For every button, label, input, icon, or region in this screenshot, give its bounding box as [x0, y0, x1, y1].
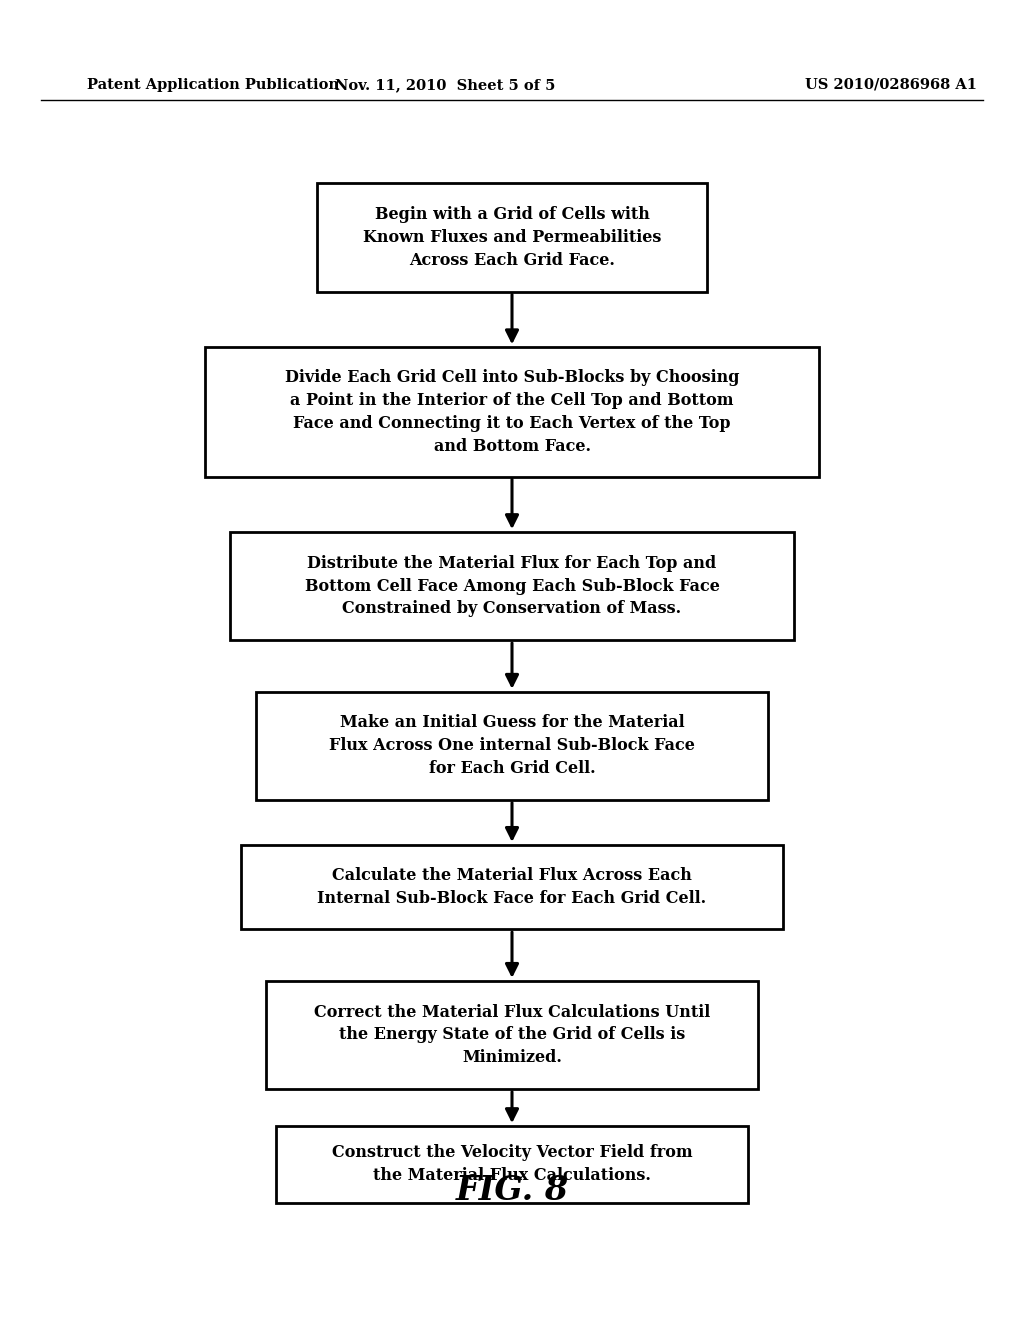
Bar [241, 845, 783, 929]
Bar [266, 981, 758, 1089]
Bar [276, 1126, 748, 1203]
Bar [205, 347, 819, 477]
Bar [230, 532, 794, 640]
Text: FIG. 8: FIG. 8 [456, 1173, 568, 1206]
Text: Construct the Velocity Vector Field from
the Material Flux Calculations.: Construct the Velocity Vector Field from… [332, 1144, 692, 1184]
Text: Make an Initial Guess for the Material
Flux Across One internal Sub-Block Face
f: Make an Initial Guess for the Material F… [329, 714, 695, 777]
Text: Begin with a Grid of Cells with
Known Fluxes and Permeabilities
Across Each Grid: Begin with a Grid of Cells with Known Fl… [362, 206, 662, 269]
Bar [317, 183, 707, 292]
Text: US 2010/0286968 A1: US 2010/0286968 A1 [805, 78, 977, 92]
Text: Nov. 11, 2010  Sheet 5 of 5: Nov. 11, 2010 Sheet 5 of 5 [335, 78, 556, 92]
Text: Distribute the Material Flux for Each Top and
Bottom Cell Face Among Each Sub-Bl: Distribute the Material Flux for Each To… [304, 554, 720, 618]
Text: Patent Application Publication: Patent Application Publication [87, 78, 339, 92]
Text: Divide Each Grid Cell into Sub-Blocks by Choosing
a Point in the Interior of the: Divide Each Grid Cell into Sub-Blocks by… [285, 370, 739, 454]
Text: Calculate the Material Flux Across Each
Internal Sub-Block Face for Each Grid Ce: Calculate the Material Flux Across Each … [317, 867, 707, 907]
Bar [256, 692, 768, 800]
Text: Correct the Material Flux Calculations Until
the Energy State of the Grid of Cel: Correct the Material Flux Calculations U… [314, 1003, 710, 1067]
